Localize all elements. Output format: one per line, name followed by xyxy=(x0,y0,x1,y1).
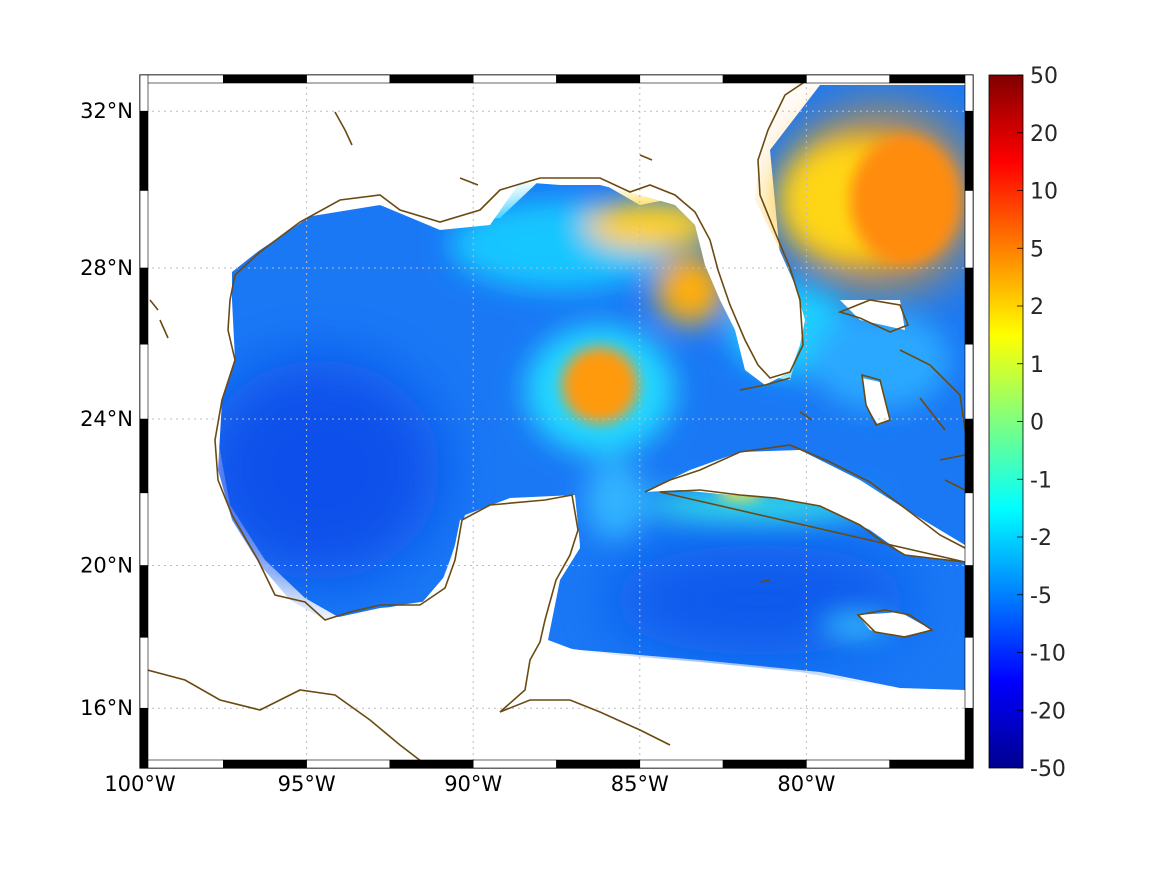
bahamas-coastline xyxy=(837,299,966,431)
frame-top-segment xyxy=(889,74,974,84)
colorbar-tick-label: -2 xyxy=(1030,526,1052,551)
frame-left-segment xyxy=(139,190,149,269)
jamaica-land xyxy=(858,612,932,637)
data-field xyxy=(140,75,970,768)
lat-tick-label: 20°N xyxy=(80,553,133,577)
frame-bottom-segment xyxy=(139,759,224,769)
frame-left-segment xyxy=(139,636,149,709)
colorbar-tick-label: -50 xyxy=(1030,757,1066,782)
bahamas-land xyxy=(840,300,905,330)
frame-right-segment xyxy=(964,267,974,345)
frame-left-segment xyxy=(139,267,149,345)
frame-left-segment xyxy=(139,565,149,638)
frame-left-segment xyxy=(139,74,149,112)
latitude-labels: 32°N 28°N 24°N 20°N 16°N xyxy=(80,99,133,720)
frame-bottom-segment xyxy=(389,759,474,769)
colorbar-tick-label: 2 xyxy=(1030,295,1044,320)
frame-right-segment xyxy=(964,110,974,191)
mexico-land xyxy=(140,300,965,768)
lat-tick-label: 28°N xyxy=(80,256,133,280)
frame-left-segment xyxy=(139,343,149,420)
colorbar-tick-label: -20 xyxy=(1030,699,1066,724)
longitude-labels: 100°W 95°W 90°W 85°W 80°W xyxy=(104,772,835,796)
lat-tick-label: 16°N xyxy=(80,696,133,720)
frame-right-segment xyxy=(964,636,974,709)
frame-left-segment xyxy=(139,707,149,769)
us-gulf-coastline xyxy=(229,75,816,379)
jamaica-coastline xyxy=(856,609,934,638)
frame-left-segment xyxy=(139,418,149,494)
yucatan-channel-cyan xyxy=(585,460,645,540)
central-america-pacific-coastline xyxy=(140,667,431,768)
frame-top-segment xyxy=(389,74,474,84)
frame-bottom-segment xyxy=(556,759,641,769)
colorbar-tick-label: 0 xyxy=(1030,411,1044,436)
frame-top-segment xyxy=(722,74,807,84)
northeast-orange-core xyxy=(850,135,960,265)
small-islands xyxy=(149,111,813,583)
frame-left-segment xyxy=(139,110,149,191)
colorbar-tick-label: 20 xyxy=(1030,122,1058,147)
lon-tick-label: 95°W xyxy=(278,772,336,796)
frame-top-segment xyxy=(223,74,307,84)
lon-tick-label: 90°W xyxy=(444,772,502,796)
frame-top-segment xyxy=(472,74,557,84)
loop-eddy-orange xyxy=(562,347,638,423)
map-grid xyxy=(140,75,973,768)
frame-top-segment xyxy=(306,74,391,84)
bahamas-light-blue xyxy=(810,310,950,410)
frame-right-segment xyxy=(964,565,974,638)
mexico-coastline xyxy=(214,299,671,746)
frame-right-segment xyxy=(964,190,974,269)
colorbar-tick-label: 10 xyxy=(1030,180,1058,205)
lon-tick-label: 100°W xyxy=(104,772,176,796)
frame-bottom-segment xyxy=(806,759,891,769)
cuba-coastline xyxy=(644,444,966,563)
caribbean-low xyxy=(610,545,910,655)
frame-right-segment xyxy=(964,707,974,769)
colorbar-tick-label: 50 xyxy=(1030,64,1058,89)
cuba-land xyxy=(645,450,965,562)
colorbar-tick-label: 5 xyxy=(1030,237,1044,262)
frame-bottom-segment xyxy=(472,759,557,769)
western-gulf-low xyxy=(200,360,440,580)
frame-right-segment xyxy=(964,343,974,420)
andros-land xyxy=(862,378,890,425)
lat-tick-label: 32°N xyxy=(80,99,133,123)
frame-right-segment xyxy=(964,418,974,494)
colorbar-tick-label: 1 xyxy=(1030,353,1044,378)
coastlines xyxy=(140,75,966,768)
frame-top-segment xyxy=(806,74,891,84)
frame-bottom-segment xyxy=(889,759,974,769)
lat-tick-label: 24°N xyxy=(80,407,133,431)
lon-tick-label: 85°W xyxy=(611,772,669,796)
keys-coastline xyxy=(739,377,791,391)
us-southeast-land xyxy=(140,75,805,385)
frame-top-segment xyxy=(639,74,724,84)
frame-bottom-segment xyxy=(639,759,724,769)
colorbar-tick-label: -1 xyxy=(1030,468,1052,493)
lon-tick-label: 80°W xyxy=(777,772,835,796)
colorbar-tick-label: -10 xyxy=(1030,642,1066,667)
frame-left-segment xyxy=(139,492,149,566)
frame-bottom-segment xyxy=(306,759,391,769)
colorbar-tick-label: -5 xyxy=(1030,584,1052,609)
map-frame xyxy=(139,74,974,769)
hispaniola-coastline xyxy=(939,454,966,491)
florida-shelf-orange xyxy=(655,255,725,325)
frame-right-segment xyxy=(964,74,974,112)
frame-top-segment xyxy=(556,74,641,84)
frame-top-segment xyxy=(139,74,224,84)
frame-bottom-segment xyxy=(223,759,307,769)
land-mask xyxy=(140,75,965,768)
frame-bottom-segment xyxy=(722,759,807,769)
frame-right-segment xyxy=(964,492,974,566)
